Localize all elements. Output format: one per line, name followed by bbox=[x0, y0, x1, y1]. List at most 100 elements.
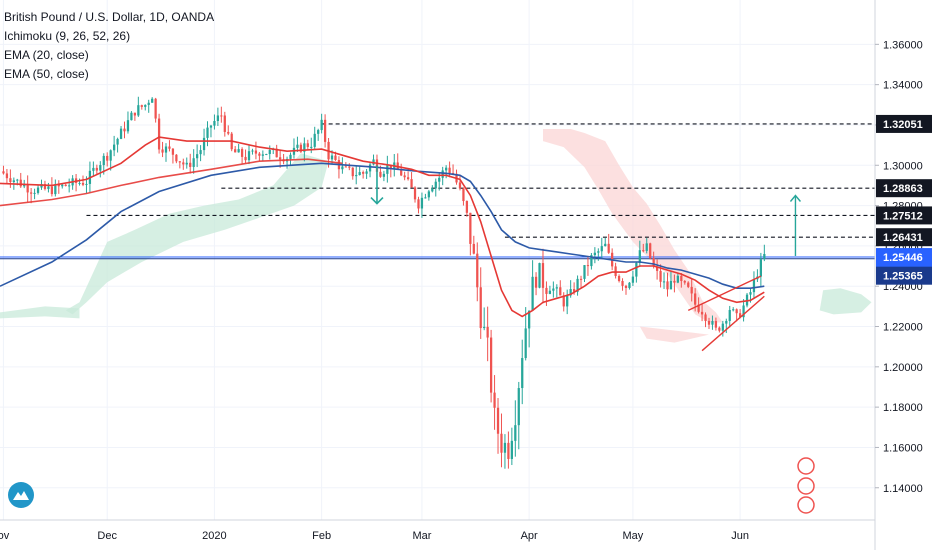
candle-down bbox=[351, 167, 354, 177]
candle-down bbox=[652, 258, 655, 267]
tradingview-logo-icon[interactable] bbox=[8, 482, 34, 508]
candle-down bbox=[462, 188, 465, 202]
candle-down bbox=[43, 184, 47, 189]
candle-up bbox=[119, 128, 123, 139]
time-tick-label: Apr bbox=[521, 530, 538, 542]
candle-up bbox=[126, 120, 130, 132]
candle-down bbox=[694, 293, 697, 305]
candle-down bbox=[64, 184, 67, 186]
legend-symbol[interactable]: British Pound / U.S. Dollar, 1D, OANDA bbox=[4, 10, 215, 24]
candle-up bbox=[213, 120, 216, 126]
ichimoku-cloud-bullish bbox=[65, 153, 329, 315]
candle-down bbox=[413, 187, 417, 200]
candle-down bbox=[410, 179, 413, 188]
candle-down bbox=[489, 337, 493, 393]
candle-up bbox=[555, 287, 558, 289]
candle-up bbox=[33, 192, 36, 194]
candle-up bbox=[247, 151, 251, 161]
candle-up bbox=[669, 280, 673, 290]
candle-down bbox=[448, 167, 451, 174]
legend-ema20[interactable]: EMA (20, close) bbox=[4, 48, 89, 62]
price-tick-label: 1.22000 bbox=[883, 322, 923, 334]
candle-down bbox=[690, 286, 693, 294]
level-price-tag: 1.28863 bbox=[883, 183, 923, 195]
candle-up bbox=[320, 119, 323, 131]
candle-down bbox=[704, 314, 707, 321]
candle-down bbox=[258, 153, 261, 156]
event-marker-icon bbox=[797, 457, 815, 475]
level-price-tag: 1.26431 bbox=[883, 232, 923, 244]
candle-down bbox=[476, 253, 479, 288]
legend-ema50[interactable]: EMA (50, close) bbox=[4, 67, 89, 81]
level-price-tag-bg bbox=[876, 179, 932, 198]
price-tick-label: 1.14000 bbox=[883, 483, 923, 495]
candle-up bbox=[510, 440, 513, 459]
candle-up bbox=[386, 165, 389, 174]
down-arrowhead-icon bbox=[370, 197, 384, 205]
candle-down bbox=[496, 407, 500, 434]
candle-up bbox=[566, 295, 569, 307]
second-price-tag: 1.25365 bbox=[883, 271, 923, 283]
candle-up bbox=[725, 320, 728, 324]
wedge-trendline bbox=[687, 275, 762, 312]
candle-up bbox=[109, 150, 112, 161]
candle-up bbox=[441, 170, 444, 178]
candle-down bbox=[400, 169, 403, 176]
candle-up bbox=[330, 155, 334, 160]
candle-up bbox=[597, 251, 600, 253]
candle-down bbox=[379, 171, 382, 177]
price-tick-label: 1.34000 bbox=[883, 80, 923, 92]
candle-down bbox=[545, 287, 548, 294]
candle-up bbox=[265, 154, 268, 156]
candle-down bbox=[95, 167, 98, 171]
candle-up bbox=[628, 282, 631, 288]
candle-down bbox=[175, 154, 178, 162]
chart-legend: British Pound / U.S. Dollar, 1D, OANDA I… bbox=[4, 8, 214, 84]
candle-down bbox=[50, 186, 54, 195]
candle-up bbox=[763, 254, 766, 260]
candle-up bbox=[548, 290, 552, 294]
candle-up bbox=[206, 127, 209, 138]
candle-down bbox=[579, 278, 583, 280]
level-price-tag: 1.32051 bbox=[883, 119, 923, 131]
candle-down bbox=[666, 281, 669, 290]
candle-down bbox=[323, 119, 327, 142]
candle-up bbox=[237, 149, 240, 153]
candle-up bbox=[420, 197, 424, 209]
candle-down bbox=[683, 281, 686, 283]
second-price-tag-bg bbox=[876, 266, 932, 285]
candle-down bbox=[389, 165, 392, 169]
candle-up bbox=[600, 246, 603, 252]
price-tick-label: 1.16000 bbox=[883, 442, 923, 454]
event-marker-icon bbox=[797, 477, 815, 495]
level-price-tag-bg bbox=[876, 206, 932, 225]
candle-down bbox=[178, 161, 181, 163]
candle-up bbox=[251, 150, 254, 152]
legend-ichimoku[interactable]: Ichimoku (9, 26, 52, 26) bbox=[4, 29, 131, 43]
candle-down bbox=[168, 146, 171, 149]
candle-up bbox=[728, 309, 731, 321]
candle-up bbox=[528, 310, 531, 329]
candle-down bbox=[19, 179, 22, 187]
candle-up bbox=[676, 275, 679, 283]
candle-down bbox=[81, 182, 85, 185]
wedge-trendline bbox=[701, 295, 765, 352]
candle-down bbox=[2, 171, 5, 174]
candle-down bbox=[279, 157, 282, 160]
candle-down bbox=[469, 212, 472, 244]
candle-up bbox=[303, 143, 306, 152]
candle-down bbox=[458, 182, 462, 189]
candle-up bbox=[590, 255, 593, 267]
candle-up bbox=[521, 358, 524, 389]
candle-up bbox=[61, 184, 64, 187]
candle-up bbox=[365, 171, 368, 174]
candle-down bbox=[572, 289, 576, 292]
last-price-tag: 1.25446 bbox=[883, 252, 923, 264]
candle-up bbox=[92, 167, 95, 171]
candle-down bbox=[718, 327, 721, 331]
candle-up bbox=[721, 323, 724, 331]
level-price-tag-bg bbox=[876, 228, 932, 247]
candle-down bbox=[57, 184, 60, 187]
